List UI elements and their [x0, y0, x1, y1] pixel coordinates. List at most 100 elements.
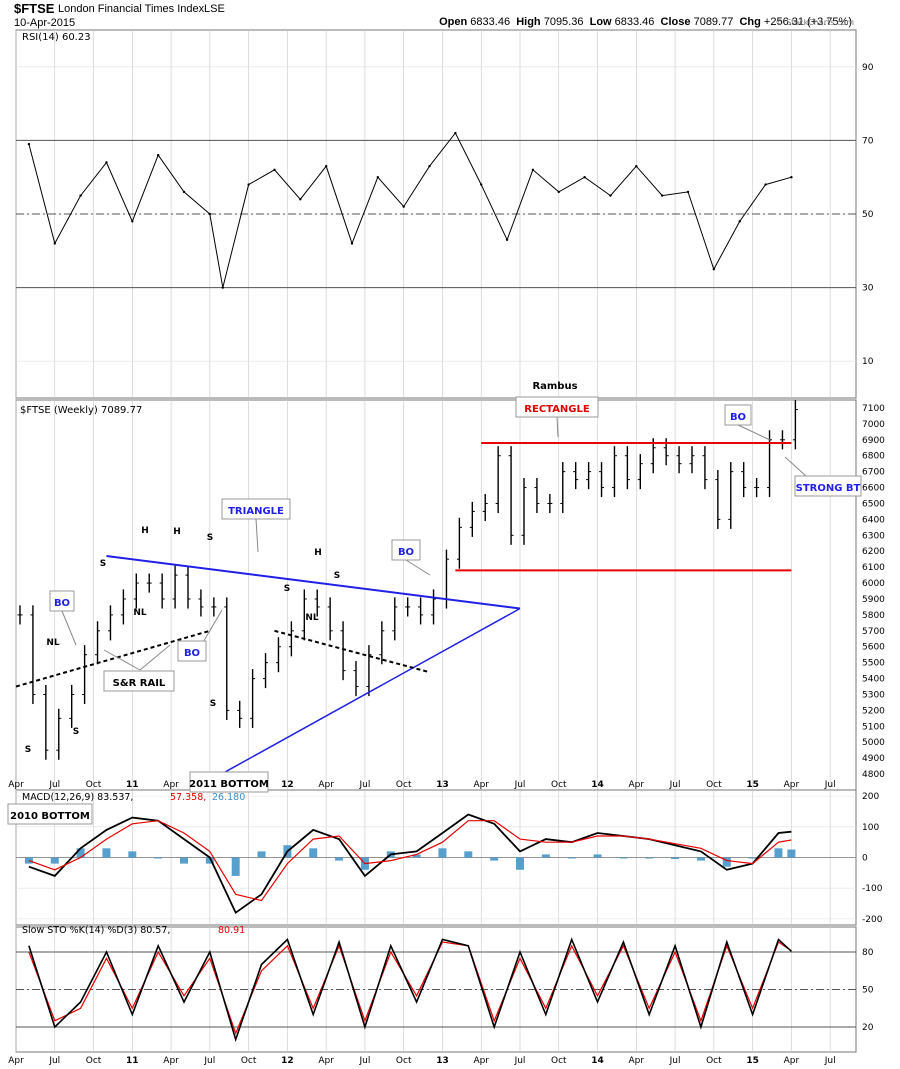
price-y-tick-label: 5200 — [862, 706, 885, 716]
rsi-y-tick-label: 10 — [862, 357, 874, 367]
rsi-point — [350, 242, 354, 245]
price-x-tick-label: Jul — [824, 780, 836, 790]
rsi-y-tick-label: 50 — [862, 210, 874, 220]
macd-legend-macd: MACD(12,26,9) 83.537, — [22, 792, 133, 803]
price-y-tick-label: 5300 — [862, 690, 885, 700]
price-x-tick-label: Apr — [163, 780, 179, 790]
hs-letter: S — [207, 533, 213, 543]
price-y-tick-label: 5800 — [862, 611, 885, 621]
price-y-tick-label: 7100 — [862, 404, 885, 414]
macd-histogram-bar — [696, 857, 705, 861]
macd-signal-line — [28, 820, 792, 902]
bo-callout-4-box — [724, 404, 752, 426]
strong-bt-callout-box — [794, 475, 862, 497]
price-y-tick-label: 6400 — [862, 515, 885, 525]
bo-callout-4-pointer — [737, 424, 771, 441]
hs-letter: H — [173, 527, 181, 537]
watermark: © StockCharts.com — [776, 18, 855, 27]
triangle-label-pointer — [255, 518, 259, 553]
price-title: $FTSE (Weekly) 7089.77 — [20, 405, 142, 416]
price-panel-frame — [15, 399, 857, 791]
macd-line — [28, 813, 792, 915]
price-x-tick-label: 12 — [281, 780, 294, 790]
symbol-label: $FTSE — [14, 1, 55, 16]
hs-letter: S — [334, 571, 340, 581]
rsi-point — [221, 286, 224, 289]
rsi-point — [402, 205, 405, 208]
bo-callout-3: BO — [398, 547, 414, 558]
sto-y-tick-label: 20 — [862, 1023, 874, 1033]
price-y-tick-label: 7000 — [862, 420, 885, 430]
macd-histogram-bar — [671, 857, 680, 860]
close-value: 7089.77 — [693, 16, 734, 28]
neckline-2012 — [274, 629, 430, 674]
macd-histogram-bar — [516, 857, 524, 870]
price-x-tick-label: Jul — [669, 780, 681, 790]
price-x-tick-label: Oct — [86, 780, 102, 790]
sto-x-tick-label: Apr — [8, 1056, 24, 1066]
macd-y-tick-label: 0 — [862, 854, 868, 864]
bottom-2010-callout: 2010 BOTTOM — [10, 811, 90, 822]
rectangle-label-pointer — [556, 416, 559, 438]
macd-histogram-bar — [412, 854, 421, 858]
macd-histogram-bar — [128, 851, 137, 858]
price-y-tick-label: 6600 — [862, 484, 885, 494]
macd-histogram-bar — [309, 848, 318, 858]
rsi-point — [428, 164, 431, 168]
macd-histogram-bar — [76, 848, 85, 858]
price-x-tick-label: Jul — [48, 780, 60, 790]
sto-y-tick-label: 50 — [862, 986, 874, 996]
date-label: 10-Apr-2015 — [14, 17, 76, 29]
sto-x-tick-label: 14 — [591, 1056, 604, 1066]
macd-histogram-bar — [205, 857, 214, 864]
price-x-tick-label: Oct — [396, 780, 412, 790]
price-x-tick-label: Jul — [358, 780, 370, 790]
sto-x-tick-label: Jul — [514, 1056, 526, 1066]
high-value: 7095.36 — [543, 16, 584, 28]
triangle-upper-line — [106, 555, 521, 610]
chg-value: +256.31 (+3.75%) — [763, 16, 852, 28]
macd-histogram-bar — [154, 857, 163, 859]
rsi-point — [557, 190, 560, 194]
triangle-lower-line — [209, 607, 521, 782]
bo-callout-1: BO — [54, 598, 70, 609]
neckline-2010 — [15, 629, 211, 688]
price-x-tick-label: 11 — [126, 780, 139, 790]
chg-label: Chg — [739, 16, 761, 28]
hs-letter: S — [73, 727, 79, 737]
macd-histogram-bar — [541, 854, 550, 858]
macd-histogram-bar — [748, 857, 757, 859]
macd-legend-signal: 57.358, — [170, 792, 206, 803]
sto-x-tick-label: 15 — [746, 1056, 759, 1066]
sto-x-tick-label: Apr — [318, 1056, 334, 1066]
hs-letter: H — [141, 526, 149, 536]
bo-callout-3-pointer — [405, 559, 431, 576]
sto-x-tick-label: Jul — [358, 1056, 370, 1066]
sto-x-tick-label: Apr — [163, 1056, 179, 1066]
low-label: Low — [589, 16, 612, 28]
rsi-point — [635, 164, 638, 168]
hs-letter: H — [314, 548, 322, 558]
macd-histogram-bar — [180, 857, 188, 864]
macd-histogram-bar — [787, 849, 796, 858]
triangle-label: TRIANGLE — [228, 506, 284, 517]
macd-histogram-bar — [722, 857, 731, 867]
macd-histogram-bar — [257, 851, 266, 858]
price-y-tick-label: 5900 — [862, 595, 885, 605]
hs-letter: S — [284, 584, 290, 594]
macd-histogram-bar — [619, 857, 628, 859]
macd-histogram-bar — [335, 857, 344, 861]
rsi-point — [299, 198, 302, 201]
macd-histogram-bar — [645, 857, 654, 859]
rsi-point — [53, 242, 56, 245]
rsi-line — [28, 132, 792, 288]
rsi-y-tick-label: 90 — [862, 63, 874, 73]
price-y-tick-label: 6300 — [862, 531, 885, 541]
rsi-point — [712, 268, 716, 271]
hs-letter: S — [100, 559, 106, 569]
sto-x-tick-label: Oct — [706, 1056, 722, 1066]
open-value: 6833.46 — [470, 16, 511, 28]
macd-histogram-bar — [438, 848, 447, 858]
rsi-point — [182, 190, 186, 194]
